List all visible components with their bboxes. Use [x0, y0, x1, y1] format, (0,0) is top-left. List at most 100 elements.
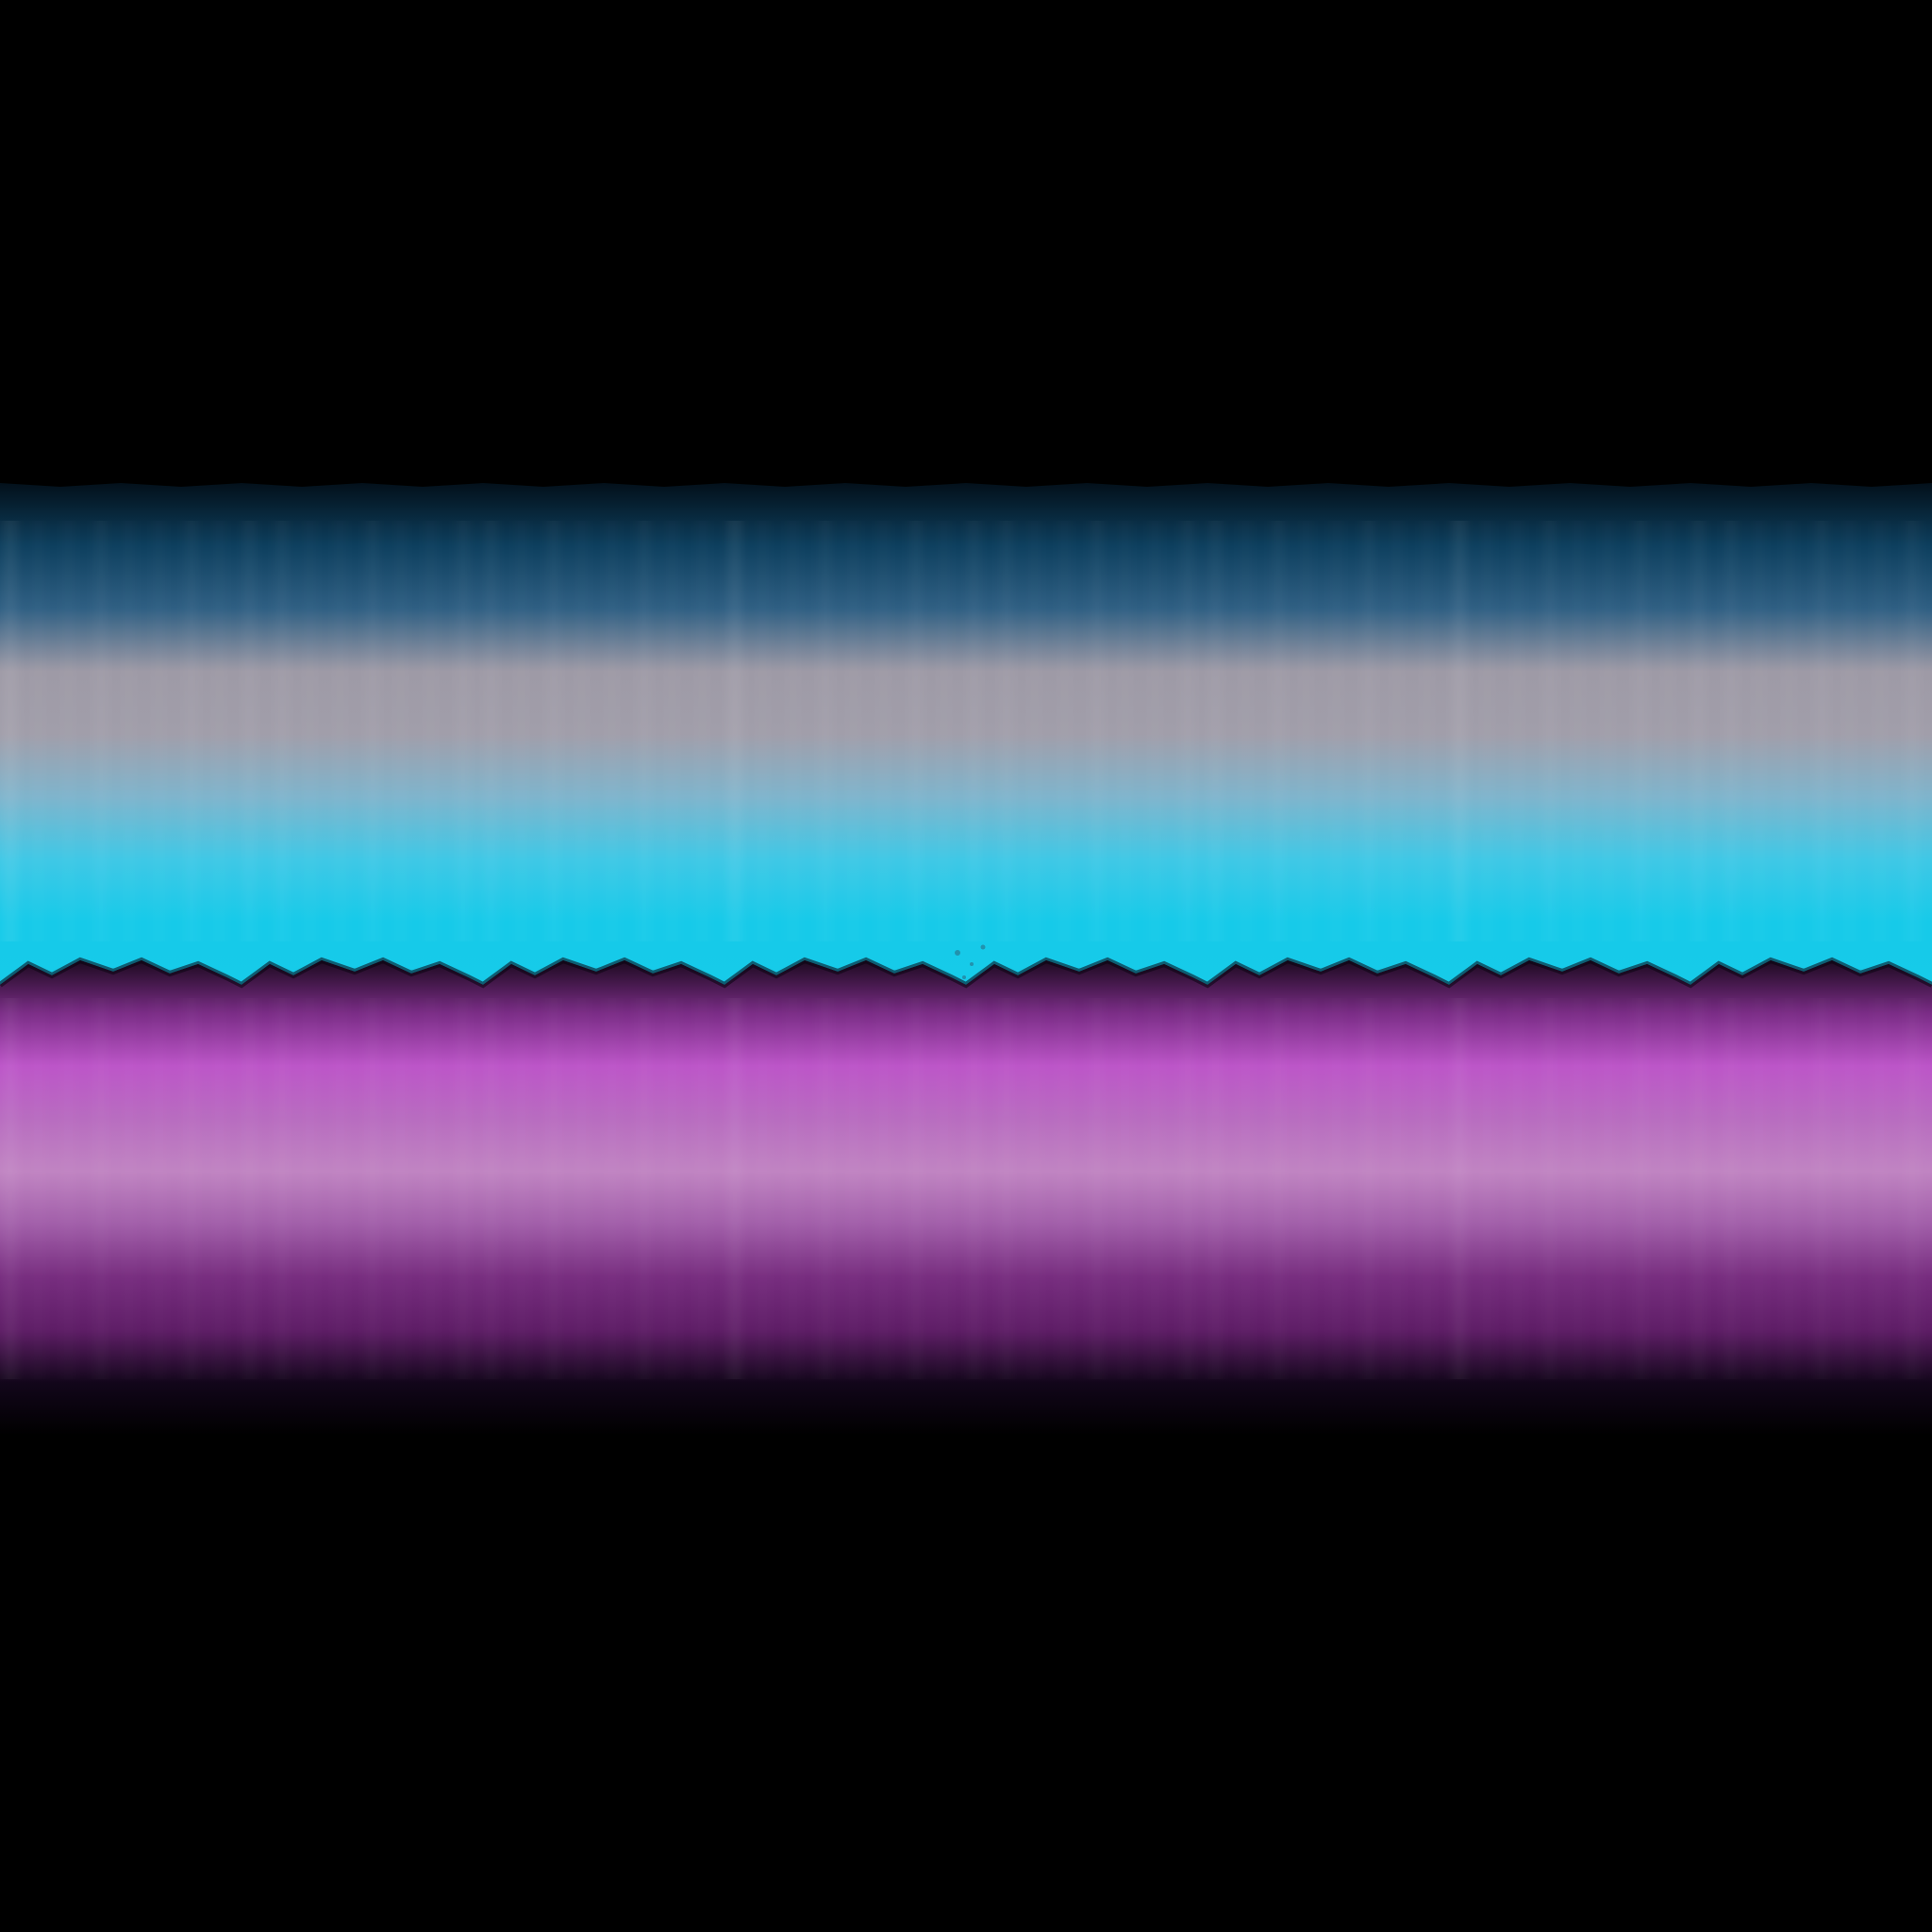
streak [1394, 521, 1399, 941]
streak [941, 998, 946, 1379]
streak [1545, 521, 1555, 941]
streak [1817, 521, 1826, 941]
streak [640, 521, 649, 941]
streak [338, 521, 342, 941]
lower-vertical-streaks [6, 998, 1917, 1379]
streak [700, 521, 705, 941]
streak [187, 521, 196, 941]
streak [489, 998, 493, 1379]
streak [1123, 998, 1127, 1379]
streak [1062, 521, 1067, 941]
streak [1334, 521, 1339, 941]
streak [187, 998, 196, 1379]
streak [458, 998, 468, 1379]
streak [428, 998, 433, 1379]
streak [760, 521, 765, 941]
streak [1334, 998, 1339, 1379]
streak [1062, 998, 1067, 1379]
streak [1696, 998, 1701, 1379]
streak [881, 521, 886, 941]
streak [1092, 521, 1102, 941]
streak [1364, 998, 1374, 1379]
streak [1485, 521, 1490, 941]
streak [1183, 521, 1192, 941]
streak [519, 998, 524, 1379]
streak [277, 998, 287, 1379]
streak [126, 521, 131, 941]
streak [96, 998, 106, 1379]
streak [1636, 998, 1645, 1379]
streak [1666, 521, 1671, 941]
streak [609, 521, 614, 941]
smudge-mark [955, 944, 986, 979]
streak [96, 521, 106, 941]
streak [700, 998, 705, 1379]
streak [489, 521, 493, 941]
streak [730, 998, 740, 1379]
streak [1274, 521, 1283, 941]
streak [1153, 998, 1158, 1379]
streak [1666, 998, 1671, 1379]
streak [941, 521, 946, 941]
streak [308, 998, 312, 1379]
streak [911, 998, 921, 1379]
streak [1907, 998, 1917, 1379]
streak [398, 521, 403, 941]
streak [217, 521, 222, 941]
streak [126, 998, 131, 1379]
streak [851, 998, 856, 1379]
streak [1787, 521, 1791, 941]
upper-vertical-streaks [6, 521, 1917, 941]
streak [1032, 998, 1037, 1379]
streak [791, 998, 795, 1379]
zigzag-band-edge [0, 957, 1932, 989]
streak [1515, 521, 1520, 941]
streak [1726, 998, 1736, 1379]
streak [36, 521, 41, 941]
streak [821, 998, 830, 1379]
streak [1606, 521, 1610, 941]
streak [1455, 521, 1464, 941]
streak [881, 998, 886, 1379]
streak [1153, 521, 1158, 941]
streak [760, 998, 765, 1379]
streak [1123, 521, 1127, 941]
streak [1907, 521, 1917, 941]
streak [1847, 998, 1852, 1379]
magenta-gradient-band [0, 960, 1932, 1436]
streak [1002, 521, 1011, 941]
streak [1606, 998, 1610, 1379]
streak [730, 521, 740, 941]
streak [1847, 521, 1852, 941]
streak [549, 998, 558, 1379]
streak [1394, 998, 1399, 1379]
streak [1274, 998, 1283, 1379]
streak [1032, 521, 1037, 941]
streak [458, 521, 468, 941]
streak [791, 521, 795, 941]
streak [640, 998, 649, 1379]
streak [1757, 521, 1761, 941]
streak [1877, 998, 1882, 1379]
streak [1757, 998, 1761, 1379]
streak [1424, 521, 1429, 941]
streak [1092, 998, 1102, 1379]
streak [1515, 998, 1520, 1379]
streak [972, 998, 976, 1379]
streak [398, 998, 403, 1379]
streak [911, 521, 921, 941]
streak [609, 998, 614, 1379]
streak [6, 998, 15, 1379]
streak [1183, 998, 1192, 1379]
streak [368, 521, 377, 941]
streak [338, 998, 342, 1379]
streak [157, 521, 161, 941]
streak [1455, 998, 1464, 1379]
cyan-gradient-band [0, 483, 1932, 985]
streak [428, 521, 433, 941]
streak [6, 521, 15, 941]
streak [549, 521, 558, 941]
streak [247, 998, 252, 1379]
streak [217, 998, 222, 1379]
